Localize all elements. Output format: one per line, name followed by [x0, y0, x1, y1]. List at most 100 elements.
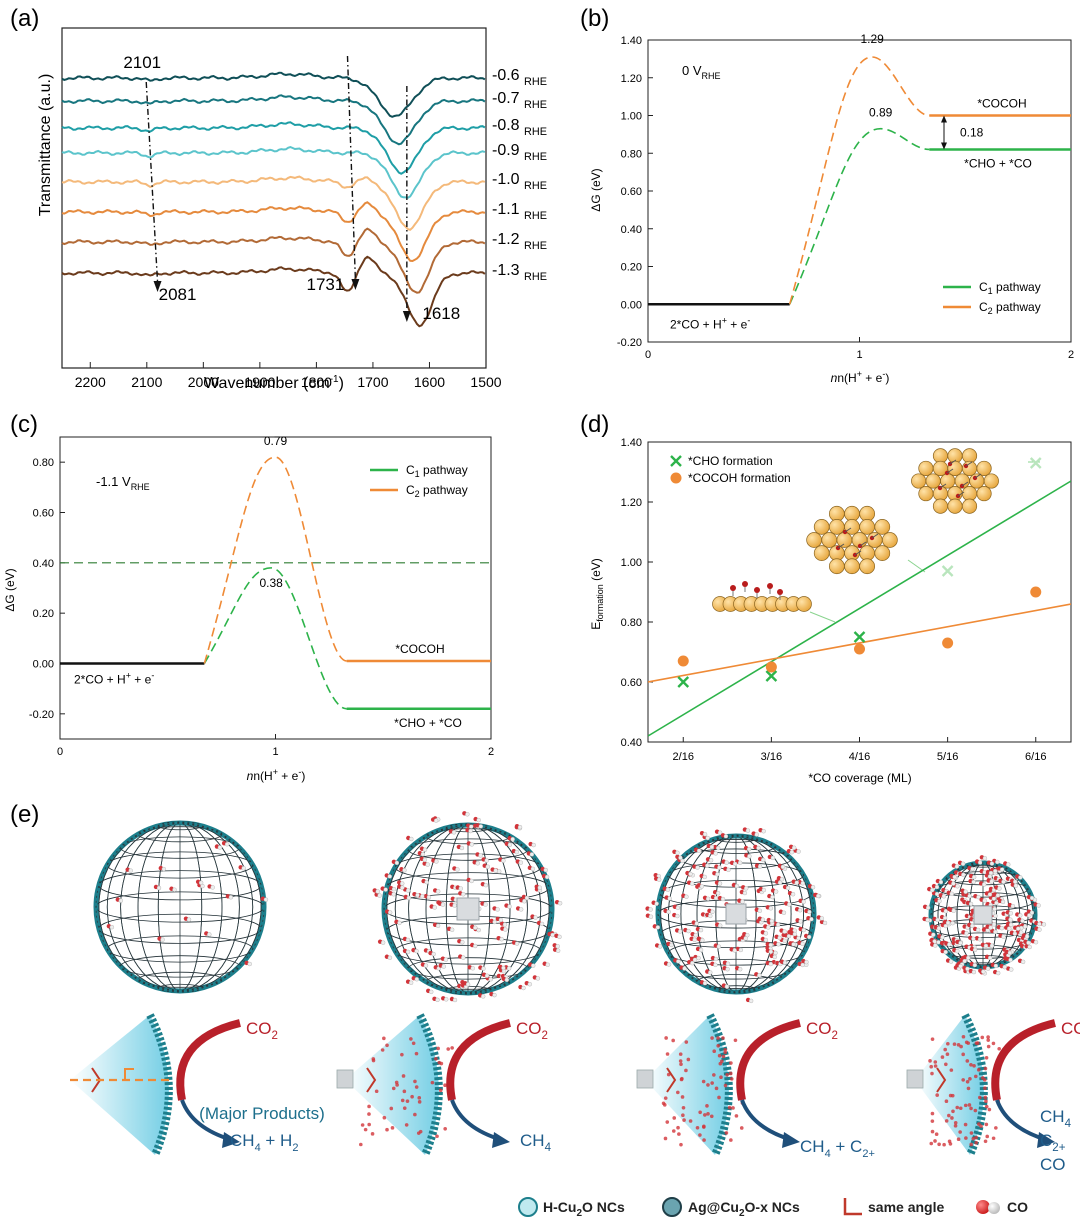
co-molecule	[706, 1083, 710, 1087]
co-molecule	[748, 998, 754, 1004]
co-molecule	[367, 1122, 371, 1127]
co-molecule	[782, 929, 787, 934]
co-molecule	[648, 907, 653, 912]
co-molecule	[414, 1085, 419, 1089]
co-molecule	[507, 904, 512, 909]
co-molecule	[385, 1043, 389, 1048]
co-molecule	[698, 947, 704, 953]
same-angle-marker	[666, 1067, 677, 1093]
wedge-section	[70, 1015, 169, 1155]
co-molecule	[434, 859, 439, 864]
co-molecule	[391, 886, 397, 892]
legend-label: C2 pathway	[979, 300, 1041, 316]
cu-atom	[828, 505, 845, 522]
cu-atom	[961, 486, 978, 502]
legend-icon-ag-cu2o	[662, 1197, 682, 1217]
co-molecule	[475, 861, 480, 866]
cu-atom	[918, 460, 934, 476]
same-angle-marker	[936, 1067, 947, 1093]
co-molecule	[995, 970, 1001, 976]
ir-line-series	[61, 94, 486, 146]
co-molecule	[435, 923, 441, 928]
co-molecule	[936, 940, 941, 945]
co-molecule	[680, 858, 685, 864]
co-molecule	[737, 967, 743, 972]
ir-line-series	[61, 71, 486, 118]
co-molecule	[1036, 903, 1041, 908]
co-molecule	[402, 1106, 407, 1110]
co-molecule	[681, 1106, 686, 1110]
co-molecule	[975, 927, 981, 933]
co-molecule	[717, 881, 723, 886]
co-molecule	[989, 861, 995, 866]
co-molecule	[514, 849, 520, 855]
co2-label: CO2	[246, 1019, 278, 1042]
co-molecule	[761, 829, 766, 834]
co-molecule	[746, 846, 752, 852]
cu-atom	[874, 545, 891, 561]
co-molecule	[790, 891, 796, 897]
slab-structure-4-16	[806, 505, 898, 575]
co-molecule	[676, 1090, 680, 1095]
co-molecule	[949, 891, 954, 896]
co-molecule	[469, 878, 474, 884]
potential-label: -1.1 VRHE	[96, 474, 150, 492]
y-tick-label: 1.20	[621, 497, 642, 509]
co-molecule	[947, 1139, 952, 1144]
co2-label: CO2	[806, 1019, 838, 1042]
co-molecule	[1009, 967, 1014, 972]
co-molecule	[518, 907, 524, 912]
co-molecule	[732, 948, 737, 953]
co-molecule	[930, 887, 935, 893]
co-molecule	[780, 864, 786, 870]
ag-core	[336, 1069, 354, 1089]
co-molecule	[492, 992, 497, 998]
co-molecule	[484, 858, 489, 863]
co-molecule	[723, 1083, 728, 1088]
co-molecule	[936, 926, 942, 931]
co-molecule	[679, 1077, 684, 1082]
co-molecule	[665, 887, 671, 892]
co-molecule	[715, 891, 721, 896]
co-molecule	[440, 902, 446, 907]
co-molecule	[449, 927, 455, 932]
co-molecule	[934, 884, 940, 890]
co-molecule	[740, 899, 745, 904]
co-molecule	[696, 848, 702, 853]
chart-d-xlabel: *CO coverage (ML)	[808, 771, 911, 785]
co-molecule	[993, 913, 998, 919]
co-molecule	[695, 865, 700, 870]
co-molecule	[443, 1127, 447, 1131]
annotation-arrow-2101	[145, 81, 159, 283]
co-molecule	[721, 1054, 726, 1059]
co-molecule	[768, 949, 774, 954]
co-molecule	[756, 845, 761, 851]
co-molecule	[387, 910, 393, 915]
co-molecule	[974, 1135, 978, 1140]
legend-label-co: CO	[1007, 1199, 1028, 1215]
co-molecule	[410, 1094, 414, 1099]
co-molecule	[360, 1123, 365, 1127]
co-molecule	[387, 955, 393, 960]
co-molecule	[969, 1142, 974, 1147]
co-molecule	[374, 1089, 379, 1094]
co-molecule	[930, 1037, 935, 1041]
x-tick-label: 5/16	[937, 751, 958, 763]
panel-label-b: (b)	[580, 5, 609, 32]
co-molecule	[977, 1095, 982, 1100]
co-molecule	[535, 976, 541, 981]
ag-core-cube	[456, 897, 480, 921]
co-molecule	[426, 894, 432, 900]
co-molecule	[451, 830, 457, 835]
co-molecule	[768, 906, 774, 911]
legend-icon-co-carbon	[988, 1202, 1000, 1214]
co-molecule	[418, 1129, 423, 1134]
co-molecule	[413, 1112, 417, 1117]
co-molecule	[411, 1041, 416, 1046]
arrow-head	[402, 311, 411, 322]
co-molecule	[415, 892, 420, 898]
final-state-label: *CHO + *CO	[964, 156, 1032, 170]
panel-label-c: (c)	[10, 411, 38, 438]
legend-label-2: -0.8 RHE	[492, 117, 547, 138]
